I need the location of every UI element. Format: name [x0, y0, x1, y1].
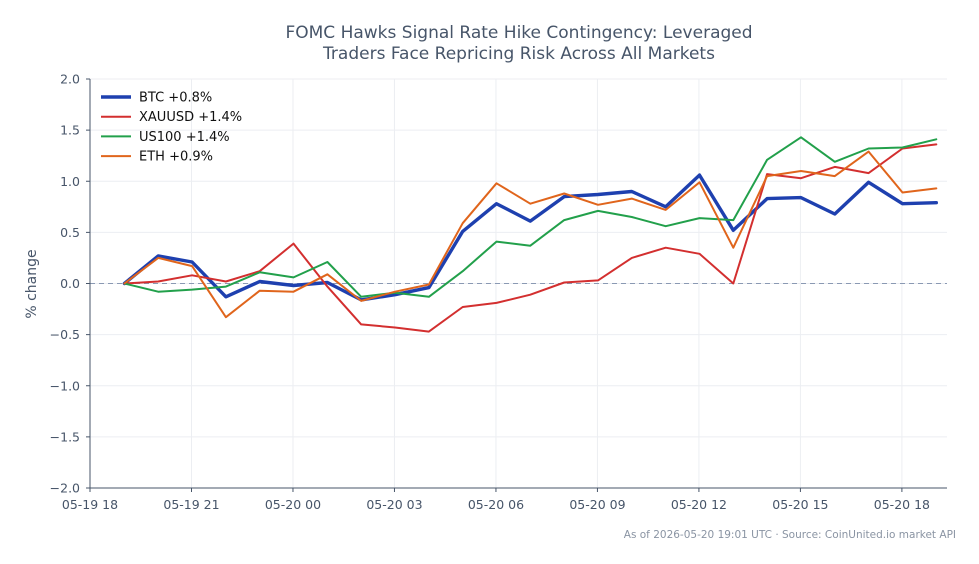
legend-label-1: XAUUSD +1.4%	[139, 110, 242, 125]
x-tick-label: 05-20 03	[366, 497, 422, 512]
x-tick-label: 05-20 00	[265, 497, 321, 512]
y-axis-ticks: 2.0 1.5 1.0 0.5 0.0 −0.5 −1.0 −1.5 −2.0	[50, 72, 90, 496]
y-tick-label: −0.5	[50, 327, 80, 342]
series-line-1	[123, 143, 938, 333]
y-tick-label: −2.0	[50, 481, 80, 496]
x-tick-label: 05-19 21	[163, 497, 219, 512]
y-tick-label: 0.5	[60, 225, 80, 240]
y-tick-label: 2.0	[60, 72, 80, 87]
x-axis-ticks: 05-19 18 05-19 21 05-20 00 05-20 03 05-20 06…	[62, 488, 930, 512]
x-tick-label: 05-20 06	[468, 497, 524, 512]
x-tick-label: 05-20 18	[874, 497, 930, 512]
chart-title-line-1: FOMC Hawks Signal Rate Hike Contingency:…	[285, 23, 752, 43]
legend-label-2: US100 +1.4%	[139, 130, 230, 145]
series-line-3	[123, 150, 938, 319]
y-tick-label: 0.0	[60, 276, 80, 291]
series-lines	[122, 136, 938, 333]
series-line-0	[122, 173, 938, 302]
y-tick-label: 1.0	[60, 174, 80, 189]
x-tick-label: 05-20 12	[671, 497, 727, 512]
footer-note: As of 2026-05-20 19:01 UTC · Source: Coi…	[624, 529, 956, 541]
chart-title-line-2: Traders Face Repricing Risk Across All M…	[322, 44, 715, 64]
y-tick-label: −1.0	[50, 378, 80, 393]
y-tick-label: −1.5	[50, 429, 80, 444]
legend-label-0: BTC +0.8%	[139, 91, 212, 106]
legend-label-3: ETH +0.9%	[139, 150, 213, 165]
x-tick-label: 05-19 18	[62, 497, 118, 512]
series-line-2	[123, 136, 938, 298]
legend: BTC +0.8% XAUUSD +1.4% US100 +1.4% ETH +0.9…	[101, 91, 242, 165]
x-tick-label: 05-20 15	[772, 497, 828, 512]
y-tick-label: 1.5	[60, 123, 80, 138]
y-axis-label: % change	[24, 249, 40, 318]
x-tick-label: 05-20 09	[569, 497, 625, 512]
